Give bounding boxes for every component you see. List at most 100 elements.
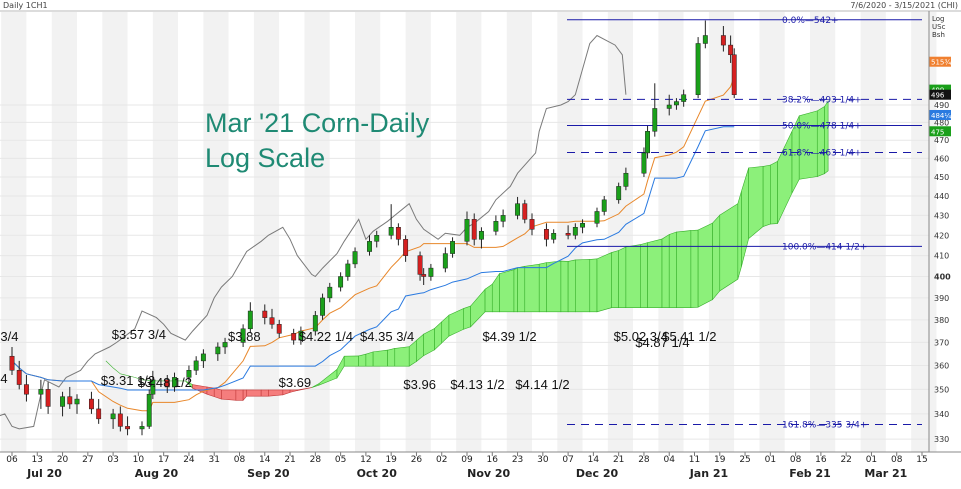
annotation-label-6: $3.69 [279, 375, 312, 390]
lagging-span-line [0, 34, 627, 430]
week-band-23 [582, 12, 608, 452]
x-day-label-10: 14 [259, 455, 271, 465]
x-day-label-11: 21 [284, 455, 295, 465]
x-day-label-2: 20 [57, 455, 69, 465]
week-band-14 [355, 12, 381, 452]
candle-body-15 [150, 379, 156, 395]
x-day-label-7: 24 [183, 455, 195, 465]
candle-body-64 [645, 131, 651, 154]
y-tick-label-1: 340 [934, 410, 949, 419]
price-tag-box-2 [929, 89, 951, 100]
candle-body-18 [186, 370, 192, 378]
cloud-segment-24 [343, 355, 359, 367]
candle-body-0 [9, 355, 15, 371]
candle-body-35 [352, 251, 358, 265]
cloud-segment-63 [737, 191, 742, 280]
week-band-17 [430, 12, 457, 452]
cloud-segment-47 [567, 259, 576, 313]
cloud-segment-71 [816, 105, 825, 177]
x-day-label-3: 27 [82, 455, 93, 465]
candle-body-66 [666, 104, 672, 109]
cloud-segment-13 [235, 389, 244, 401]
week-band-2 [51, 12, 77, 452]
candle-body-70 [702, 35, 708, 44]
x-day-label-29: 25 [739, 455, 750, 465]
candle-body-22 [222, 342, 228, 348]
y-tick-label-14: 470 [934, 136, 949, 145]
cloud-segment-15 [246, 389, 262, 397]
x-month-label-7: Feb 21 [789, 467, 831, 480]
candle-body-28 [291, 333, 297, 341]
cloud-segment-51 [611, 250, 619, 309]
annotation-label-14: $4.87 1/4 [635, 335, 689, 350]
candle-body-23 [240, 328, 246, 343]
chart-title-line-2: Log Scale [205, 143, 325, 173]
week-band-1 [26, 12, 52, 452]
week-band-4 [102, 12, 128, 452]
candle-body-36 [367, 241, 372, 252]
week-band-13 [329, 12, 356, 452]
candle-body-29 [298, 330, 304, 341]
cloud-segment-52 [618, 246, 627, 309]
price-tag-box-0 [929, 56, 951, 67]
header-symbol: Daily 1CH1 [3, 1, 48, 10]
candle-body-32 [327, 286, 333, 299]
week-band-11 [279, 12, 305, 452]
price-tag-box-4 [929, 126, 951, 137]
y-tick-label-2: 350 [934, 385, 949, 394]
price-annotations: 3 3/4 4 $3.57 3/4 $3.48 1/2$3.31 1/2 $3.88 $3… [0, 327, 716, 392]
candle-body-50 [500, 215, 506, 222]
y-tick-label-6: 390 [934, 294, 949, 303]
cloud-segment-59 [690, 229, 699, 309]
candle-body-12 [125, 426, 131, 430]
x-month-label-3: Oct 20 [357, 467, 398, 480]
cloud-segment-55 [647, 238, 663, 309]
cloud-segment-45 [546, 260, 562, 313]
y-tick-label-0: 330 [934, 435, 949, 444]
candle-body-47 [471, 219, 477, 240]
indicator-lines [0, 34, 735, 430]
x-day-label-19: 16 [487, 455, 499, 465]
x-month-label-8: Mar 21 [864, 467, 907, 480]
candle-body-44 [442, 253, 448, 269]
cloud-segment-50 [596, 252, 612, 313]
y-tick-label-11: 440 [934, 192, 949, 201]
y-tick-label-8: 410 [934, 252, 949, 261]
candle-body-43 [428, 267, 434, 277]
header-range: 7/6/2020 - 3/15/2021 (CHI) [850, 1, 958, 10]
base-line [11, 126, 735, 391]
week-band-9 [228, 12, 254, 452]
cloud-segment-43 [524, 263, 540, 313]
x-month-label-2: Sep 20 [247, 467, 290, 480]
cloud-segment-29 [394, 346, 410, 367]
candle-body-33 [338, 276, 344, 288]
cloud-segment-28 [387, 348, 396, 367]
cloud-segment-26 [365, 351, 374, 367]
price-tag-label-0: 515¾ [931, 59, 951, 67]
price-axis: 330 340 350 360 370 380 390 400 410 420 430 440 450 4… [0, 101, 951, 444]
price-tag-box-1 [929, 84, 951, 95]
x-day-label-27: 11 [689, 455, 700, 465]
candle-body-21 [215, 346, 221, 355]
x-day-label-25: 28 [638, 455, 650, 465]
candlesticks [9, 20, 737, 436]
x-day-label-1: 13 [32, 455, 43, 465]
y-tick-label-9: 420 [934, 231, 949, 240]
candle-body-68 [681, 94, 687, 102]
annotation-label-15: $5.41 1/2 [662, 329, 716, 344]
annotation-label-3: $3.48 1/2 [138, 375, 192, 390]
x-month-label-0: Jul 20 [26, 467, 62, 480]
cloud-segment-67 [770, 160, 778, 225]
x-day-label-12: 28 [310, 455, 322, 465]
candle-body-14 [146, 393, 152, 427]
fib-label-1: 38.2%—493 1/4+ [782, 95, 862, 105]
candle-body-5 [60, 396, 66, 407]
annotation-label-12: $4.14 1/2 [515, 377, 569, 392]
x-day-label-33: 22 [840, 455, 851, 465]
y-tick-label-10: 430 [934, 211, 949, 220]
candle-body-7 [74, 398, 80, 405]
y-tick-label-7: 400 [934, 273, 951, 282]
week-band-0 [1, 12, 27, 452]
annotation-label-4: $3.31 1/2 [101, 373, 155, 388]
